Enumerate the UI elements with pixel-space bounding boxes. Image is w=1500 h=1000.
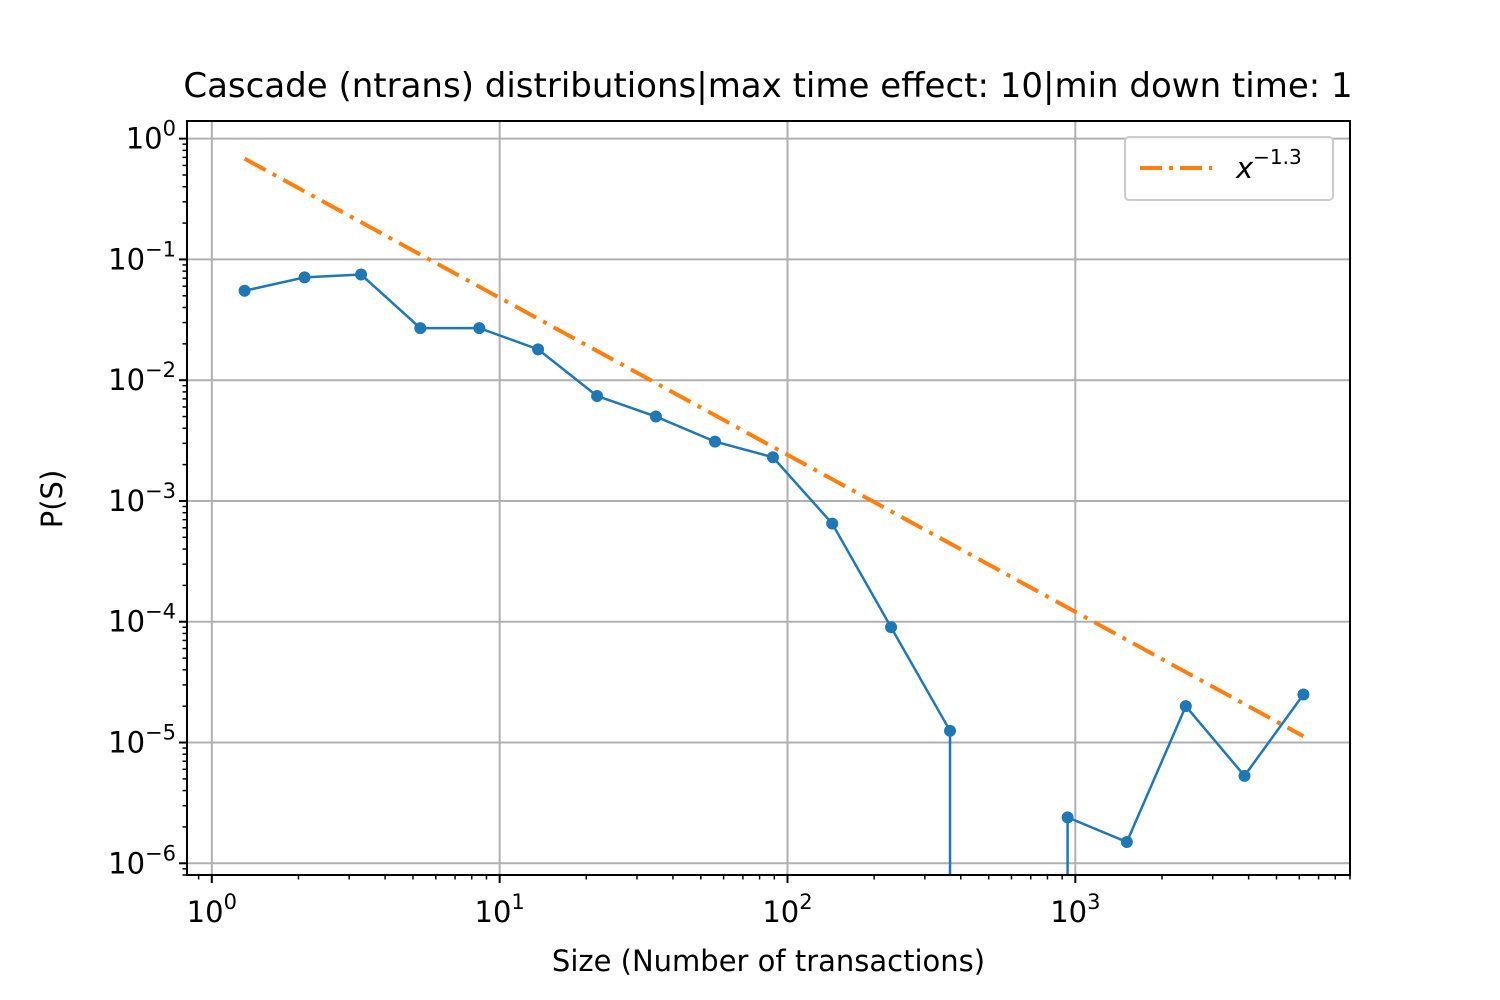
y-tick-label: 100 (126, 117, 176, 156)
data-point (944, 724, 957, 737)
data-point (532, 343, 545, 356)
legend-label: x−1.3 (1235, 145, 1302, 185)
y-tick-label: 10−5 (108, 721, 176, 760)
data-point (591, 389, 604, 402)
data-point (885, 621, 898, 634)
data-point (1297, 688, 1310, 701)
data-point (826, 517, 839, 530)
axis-ticks: 100 101 102 103 100 10−1 10−2 10−3 10−4 10−5 10−6 (108, 117, 1100, 929)
y-tick-label: 10−6 (108, 841, 176, 880)
x-tick-label: 103 (1050, 890, 1100, 929)
data-point (414, 322, 427, 335)
data-point (238, 284, 251, 297)
legend-box (1124, 136, 1334, 201)
data-point (1120, 836, 1133, 849)
data-series-line (244, 273, 952, 875)
y-tick-label: 10−3 (108, 479, 176, 518)
data-point (1238, 769, 1251, 782)
data-point (709, 435, 722, 448)
data-point (473, 322, 486, 335)
x-tick-label: 100 (187, 890, 237, 929)
y-axis-label: P(S) (35, 469, 69, 529)
minor-ticks (182, 143, 1351, 880)
plot-frame (186, 120, 1351, 876)
data-series-line (1066, 693, 1305, 875)
data-point (298, 271, 311, 284)
power-law-line (243, 156, 1305, 738)
data-point (649, 410, 662, 423)
data-point (355, 268, 368, 281)
data-point (1179, 700, 1192, 713)
x-axis-label: Size (Number of transactions) (551, 944, 986, 978)
chart-title: Cascade (ntrans) distributions|max time … (183, 66, 1353, 106)
x-tick-label: 102 (762, 890, 812, 929)
data-point (1061, 811, 1074, 824)
plot-series (238, 156, 1310, 875)
x-tick-label: 101 (475, 890, 525, 929)
legend: x−1.3 (1124, 136, 1334, 201)
y-tick-label: 10−1 (108, 237, 176, 276)
grid-lines (187, 121, 1350, 875)
y-tick-label: 10−2 (108, 358, 176, 397)
data-point (766, 451, 779, 464)
y-tick-label: 10−4 (108, 600, 176, 639)
